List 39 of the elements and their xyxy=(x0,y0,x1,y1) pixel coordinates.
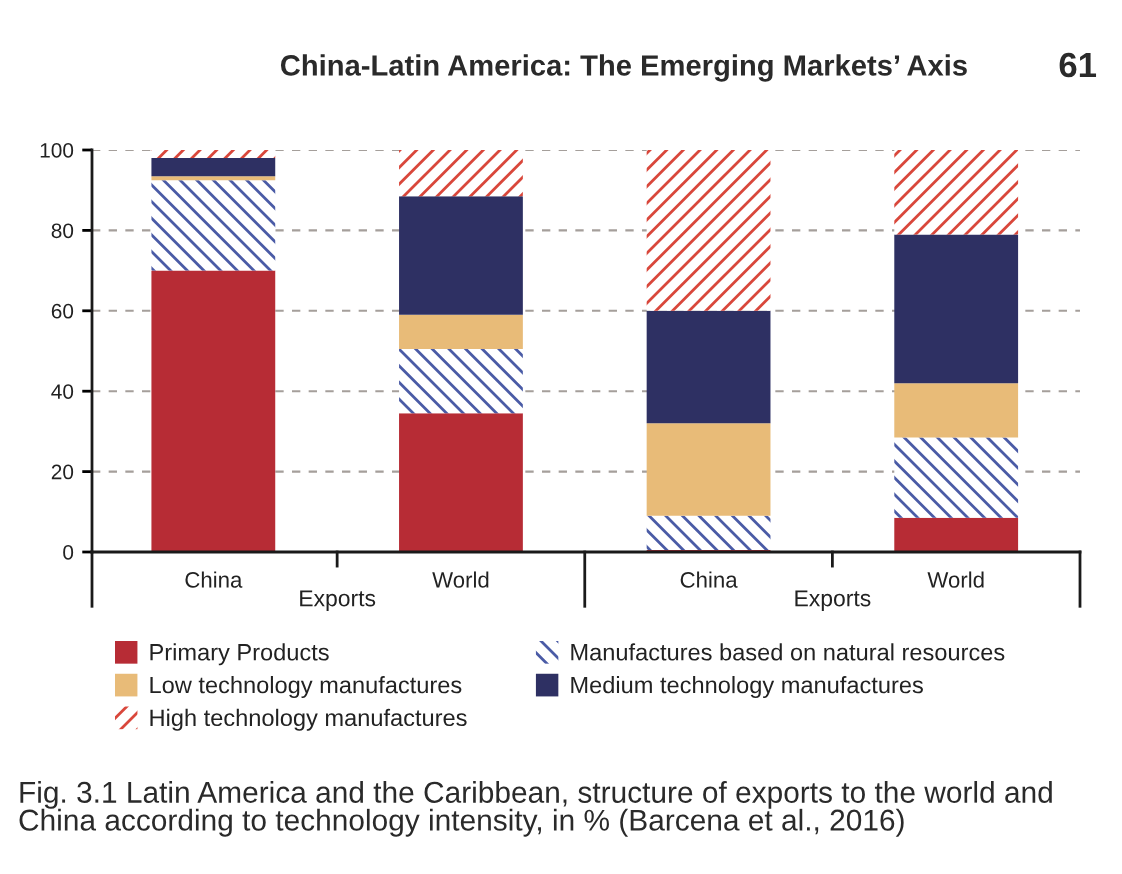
bar xyxy=(151,158,276,177)
text: Exports xyxy=(795,590,871,611)
bar xyxy=(894,517,1019,552)
bar xyxy=(646,310,771,424)
bar xyxy=(894,437,1019,518)
x-tick-label: World xyxy=(927,571,984,588)
bar xyxy=(894,234,1019,384)
y-tick-label: 60 xyxy=(51,303,74,319)
text: 61 xyxy=(1059,52,1097,78)
bar xyxy=(399,314,523,349)
y-tick-label: 100 xyxy=(40,143,74,158)
bar xyxy=(894,150,1019,235)
bar xyxy=(399,348,523,414)
text: Fig. 3.1 Latin America and the Caribbean, structure of exports to the world and China according to technology intensity, in % (Barcena et al., 2016) xyxy=(19,781,1052,837)
bar xyxy=(151,180,276,271)
legend-label: Primary Products xyxy=(150,643,329,666)
bar xyxy=(151,150,276,159)
y-tick-label: 40 xyxy=(51,384,74,399)
bar xyxy=(399,413,523,552)
legend-label: Medium technology manufactures xyxy=(571,676,923,699)
x-tick-label: China xyxy=(680,571,738,588)
bar xyxy=(399,196,523,315)
x-tick-label: China xyxy=(185,571,243,588)
bar xyxy=(151,270,276,552)
bar xyxy=(646,150,771,311)
y-tick-label: 80 xyxy=(51,223,74,239)
bar xyxy=(399,150,523,197)
bar xyxy=(646,423,771,516)
text: China-Latin America: The Emerging Markets’ Axis xyxy=(280,54,967,82)
legend-label: Manufactures based on natural resources xyxy=(571,643,1005,661)
text: Exports xyxy=(300,590,376,611)
x-tick-label: World xyxy=(432,571,489,588)
y-tick-label: 20 xyxy=(51,464,74,480)
bar xyxy=(894,383,1019,438)
bar xyxy=(646,515,771,550)
y-tick-label: 0 xyxy=(63,545,74,560)
legend-label: Low technology manufactures xyxy=(150,676,462,699)
bar xyxy=(151,176,276,181)
legend-label: High technology manufactures xyxy=(150,708,467,731)
